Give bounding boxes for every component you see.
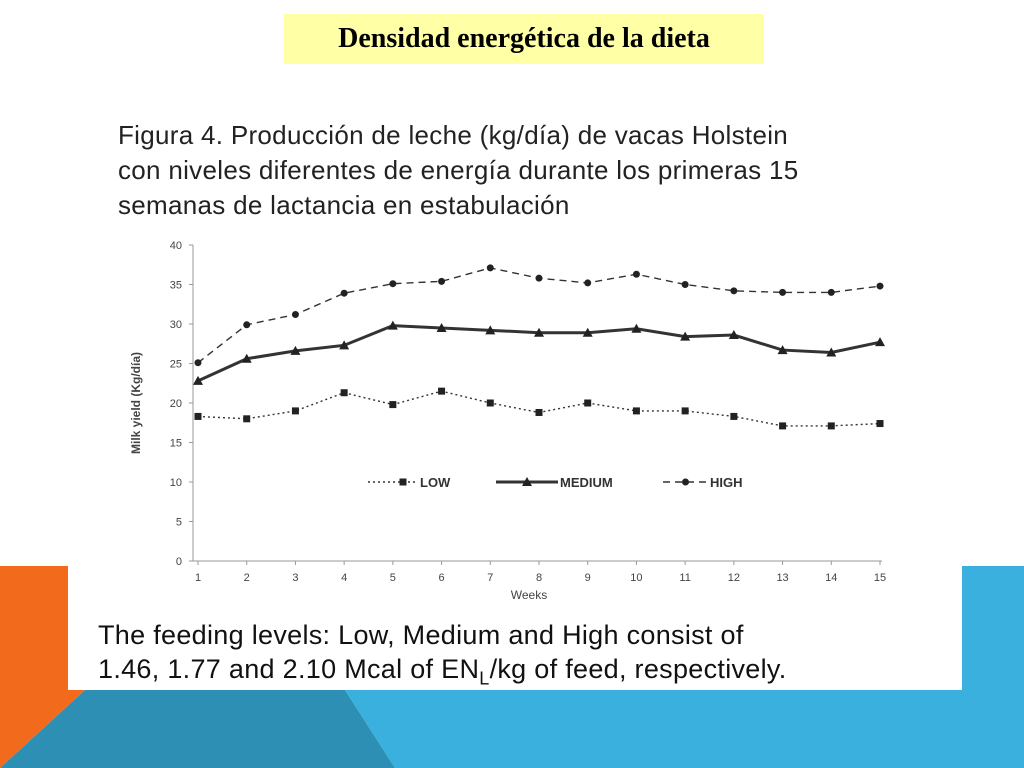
light-blue-band-shape	[345, 566, 1024, 768]
y-tick-label: 40	[170, 240, 182, 252]
data-point-low	[486, 399, 494, 407]
data-point-low	[827, 422, 835, 430]
data-point-medium	[582, 327, 593, 337]
data-point-medium	[387, 320, 398, 330]
teal-band-shape	[0, 690, 395, 768]
footer-line-2: 1.46, 1.77 and 2.10 Mcal of ENL/kg of fe…	[98, 654, 787, 689]
x-tick-label: 3	[292, 572, 298, 584]
x-tick-label: 9	[585, 572, 591, 584]
legend-label-low: LOW	[420, 475, 451, 490]
y-tick-label: 30	[170, 319, 182, 331]
x-tick-label: 12	[728, 572, 740, 584]
x-tick-label: 10	[630, 572, 642, 584]
x-tick-label: 5	[390, 572, 396, 584]
data-point-medium	[826, 347, 837, 357]
x-tick-label: 11	[679, 572, 690, 584]
data-point-high	[486, 264, 494, 272]
data-point-high	[681, 281, 689, 288]
data-point-low	[730, 412, 738, 420]
data-point-low	[438, 387, 446, 395]
data-point-high	[340, 289, 348, 297]
footer-text-after: /kg of feed, respectively.	[489, 654, 787, 684]
caption-line-3: semanas de lactancia en estabulación	[118, 190, 570, 220]
data-point-high	[584, 279, 592, 287]
footer-subscript: L	[479, 668, 490, 689]
slide-title: Densidad energética de la dieta	[338, 23, 710, 54]
data-point-low	[535, 408, 543, 416]
y-tick-label: 35	[170, 280, 182, 292]
data-point-high	[243, 321, 251, 329]
data-point-high	[389, 280, 397, 288]
data-point-low	[584, 399, 592, 407]
data-point-low	[243, 415, 251, 423]
x-tick-label: 8	[536, 572, 542, 584]
data-point-high	[291, 311, 299, 319]
y-tick-label: 20	[170, 398, 182, 410]
data-point-low	[389, 401, 397, 409]
data-point-high	[876, 282, 884, 290]
data-point-medium	[631, 323, 642, 333]
data-point-low	[291, 407, 299, 415]
x-tick-label: 14	[825, 572, 837, 584]
figure-panel: Figura 4. Producción de leche (kg/día) d…	[68, 104, 962, 690]
footer-line-1: The feeding levels: Low, Medium and High…	[98, 620, 744, 650]
x-tick-label: 13	[776, 572, 788, 584]
x-tick-label: 15	[874, 572, 886, 584]
data-point-medium	[241, 353, 252, 363]
legend-marker-low	[399, 478, 407, 486]
data-point-high	[438, 277, 446, 285]
caption-line-2: con niveles diferentes de energía durant…	[118, 155, 799, 185]
data-point-high	[535, 274, 543, 282]
data-point-low	[779, 422, 787, 430]
data-point-high	[779, 288, 787, 296]
x-tick-label: 2	[244, 572, 250, 584]
data-point-medium	[680, 331, 691, 341]
data-point-high	[194, 359, 202, 367]
orange-corner-shape	[0, 566, 85, 768]
data-point-high	[730, 287, 738, 295]
y-tick-label: 0	[176, 556, 182, 568]
data-point-low	[632, 407, 640, 415]
y-tick-label: 10	[170, 477, 182, 489]
caption-line-1: Figura 4. Producción de leche (kg/día) d…	[118, 120, 789, 150]
data-point-medium	[534, 327, 544, 337]
data-point-medium	[339, 340, 350, 350]
legend-label-high: HIGH	[710, 475, 743, 490]
series-line-low	[197, 390, 881, 427]
data-point-low	[340, 389, 348, 397]
x-tick-label: 7	[487, 572, 493, 584]
x-tick-label: 1	[195, 572, 201, 584]
slide-title-box: Densidad energética de la dieta	[284, 14, 764, 64]
data-point-low	[681, 407, 689, 415]
data-point-medium	[728, 330, 739, 340]
footer-text-before: 1.46, 1.77 and 2.10 Mcal of EN	[98, 654, 480, 684]
legend-marker-medium	[522, 477, 532, 486]
y-tick-label: 25	[170, 359, 182, 371]
y-tick-label: 5	[176, 517, 182, 529]
data-point-medium	[436, 322, 447, 332]
data-point-low	[876, 420, 884, 428]
data-point-medium	[193, 375, 203, 385]
x-tick-label: 4	[341, 572, 347, 584]
data-point-medium	[875, 337, 885, 347]
data-point-high	[827, 288, 835, 296]
legend-label-medium: MEDIUM	[560, 475, 613, 490]
data-point-medium	[290, 345, 301, 355]
y-tick-label: 15	[170, 438, 182, 450]
data-point-medium	[777, 345, 788, 355]
data-point-low	[194, 412, 202, 420]
y-axis-label: Milk yield (Kg/día)	[129, 352, 143, 454]
legend-marker-high	[682, 478, 689, 486]
data-point-medium	[485, 325, 496, 335]
x-tick-label: 6	[439, 572, 445, 584]
x-axis-label: Weeks	[511, 588, 547, 602]
data-point-high	[632, 270, 640, 278]
